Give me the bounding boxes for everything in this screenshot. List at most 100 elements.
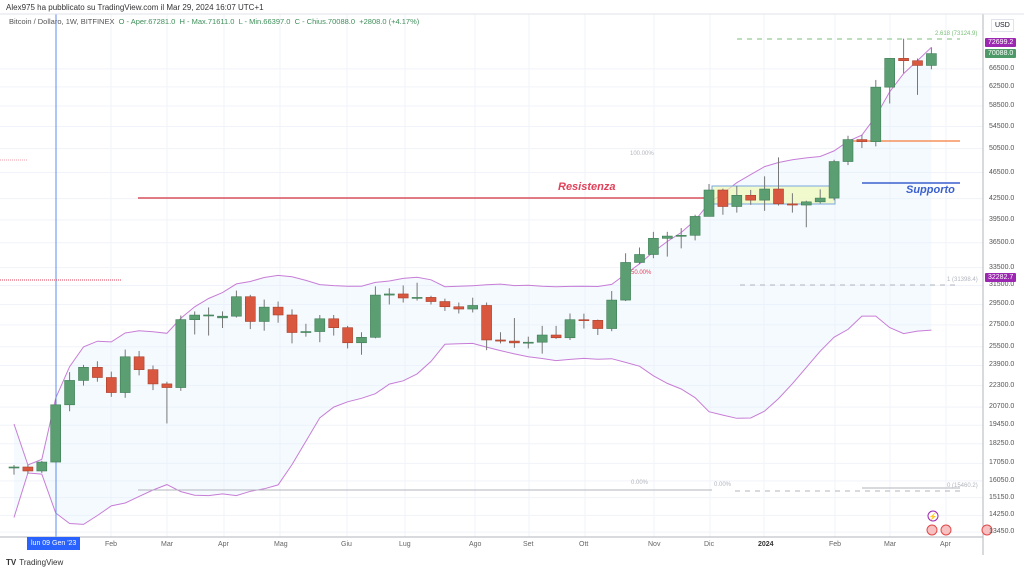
candle — [481, 302, 492, 351]
time-axis-label: Nov — [648, 541, 661, 548]
time-axis-label: Dic — [704, 541, 715, 548]
price-axis-label: 14250.0 — [989, 511, 1015, 519]
candle — [64, 372, 75, 412]
candle — [147, 365, 159, 391]
candle-body-up — [648, 238, 659, 255]
candle-body-down — [481, 305, 492, 341]
symbol-name[interactable]: Bitcoin / Dollaro, 1W, BITFINEX — [9, 17, 115, 26]
candle-body-up — [119, 356, 131, 393]
candle-body-down — [495, 339, 506, 342]
price-axis-label: 36500.0 — [989, 238, 1015, 246]
candles — [8, 38, 937, 475]
candle-body-down — [550, 334, 562, 339]
candle — [258, 299, 270, 331]
candle-body-up — [689, 216, 701, 236]
candle — [36, 460, 48, 473]
candle-body-down — [717, 189, 729, 207]
candle-body-down — [245, 296, 256, 322]
candle-body-up — [258, 306, 270, 322]
time-axis-label: Ago — [469, 541, 482, 548]
candle-body-up — [800, 201, 812, 206]
candle — [522, 336, 534, 349]
fib-0a-label: 0.00% — [631, 480, 649, 486]
price-axis-label: 20700.0 — [989, 403, 1015, 411]
candle — [648, 231, 659, 259]
candle-body-up — [884, 58, 896, 88]
candle-body-down — [342, 327, 353, 344]
candle — [133, 350, 145, 376]
tradingview-logo[interactable]: TV TradingView — [6, 558, 63, 567]
candle — [689, 214, 701, 241]
candle — [536, 325, 548, 354]
candle-body-up — [606, 299, 618, 329]
candle — [592, 319, 604, 336]
candle — [50, 399, 62, 463]
candle-body-up — [703, 189, 715, 217]
candle-body-up — [64, 380, 75, 406]
open-value: O - Aper.67281.0 — [118, 17, 176, 26]
us-flag-event-icon — [926, 524, 938, 536]
support-label: Supporto — [906, 184, 955, 196]
lightning-event-icon — [927, 510, 939, 522]
time-axis-label: Feb — [829, 541, 842, 548]
price-axis-label: 31500.0 — [989, 281, 1015, 289]
candle — [870, 79, 882, 147]
candle — [175, 315, 187, 391]
price-axis-label: 39500.0 — [989, 215, 1015, 223]
price-axis-label: 15150.0 — [989, 493, 1015, 501]
price-axis-label: 27500.0 — [989, 320, 1015, 328]
candle-body-down — [133, 356, 145, 370]
candle — [425, 295, 437, 305]
candle-body-down — [161, 383, 173, 388]
candle — [286, 309, 298, 344]
resistance-label: Resistenza — [558, 181, 616, 193]
candle — [926, 47, 937, 70]
time-axis-label: Ott — [579, 541, 589, 548]
candle-body-up — [870, 86, 882, 142]
tv-logo-icon: TV — [6, 558, 17, 567]
fib-1-label: 1 (31398.4) — [947, 277, 978, 283]
price-axis-label: 25500.0 — [989, 342, 1015, 350]
close-value: C - Chius.70088.0 — [294, 17, 356, 26]
candle-body-up — [314, 318, 326, 332]
candle — [161, 381, 173, 424]
candle — [773, 157, 784, 206]
symbol-legend: Bitcoin / Dollaro, 1W, BITFINEX O - Aper… — [9, 17, 419, 26]
candle-body-down — [328, 318, 340, 328]
time-axis-label: Giu — [341, 541, 352, 548]
candle-body-up — [203, 314, 214, 317]
candle — [675, 228, 687, 249]
footer-brand: TradingView — [19, 558, 64, 567]
price-axis-label: 18250.0 — [989, 439, 1015, 447]
price-axis-label: 22300.0 — [989, 381, 1015, 389]
candle — [300, 323, 312, 337]
time-axis-label: Mar — [161, 541, 174, 548]
candle-body-down — [745, 195, 757, 201]
candle-body-down — [912, 60, 923, 66]
candle — [814, 189, 826, 204]
candle — [495, 332, 506, 344]
candle-body-up — [759, 188, 770, 201]
candle-body-up — [8, 466, 20, 469]
time-axis-label: Apr — [218, 541, 229, 548]
time-axis-label: Apr — [940, 541, 951, 548]
candle — [356, 332, 367, 355]
time-axis-label: 2024 — [758, 541, 774, 548]
candle — [383, 288, 395, 305]
candle-body-down — [22, 466, 34, 472]
price-axis-label: 50500.0 — [989, 144, 1015, 152]
price-axis-label: 17050.0 — [989, 459, 1015, 467]
price-axis-label: 29500.0 — [989, 300, 1015, 308]
candle-body-up — [217, 315, 228, 319]
candle-body-down — [272, 306, 284, 316]
fib-0b-label: 0.00% — [714, 482, 732, 488]
currency-button[interactable]: USD — [991, 19, 1014, 32]
high-value: H - Max.71611.0 — [179, 17, 235, 26]
candle — [717, 188, 729, 215]
time-axis-label: Lug — [399, 541, 411, 548]
candle — [703, 183, 715, 217]
candle — [842, 135, 854, 166]
candle — [22, 464, 34, 474]
price-axis-label: 13450.0 — [989, 528, 1015, 536]
